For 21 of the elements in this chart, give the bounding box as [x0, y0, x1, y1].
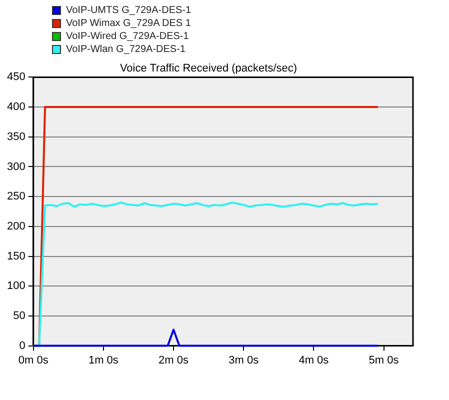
legend-label: VoIP-Wlan G_729A-DES-1 [66, 44, 186, 55]
x-tick-label: 4m 0s [298, 354, 330, 366]
chart-title: Voice Traffic Received (packets/sec) [120, 62, 298, 75]
legend-label: VoIP Wimax G_729A DES 1 [66, 18, 191, 29]
y-tick-label: 350 [6, 130, 26, 143]
x-tick-label: 2m 0s [158, 354, 189, 366]
x-tick-label: 0m 0s [18, 354, 49, 366]
x-tick-label: 3m 0s [228, 354, 260, 366]
legend-label: VoIP-UMTS G_729A-DES-1 [66, 5, 192, 16]
y-tick-label: 250 [6, 190, 26, 203]
y-tick-label: 100 [6, 280, 26, 292]
y-tick-label: 450 [6, 71, 26, 84]
y-tick-label: 50 [13, 310, 26, 322]
y-tick-label: 400 [6, 101, 26, 114]
legend-label: VoIP-Wired G_729A-DES-1 [66, 31, 189, 42]
x-tick-label: 1m 0s [88, 354, 119, 366]
y-tick-label: 150 [6, 250, 26, 262]
y-tick-label: 300 [6, 160, 26, 173]
y-tick-label: 200 [6, 220, 26, 232]
y-tick-label: 0 [19, 340, 26, 352]
x-tick-label: 5m 0s [368, 354, 400, 366]
